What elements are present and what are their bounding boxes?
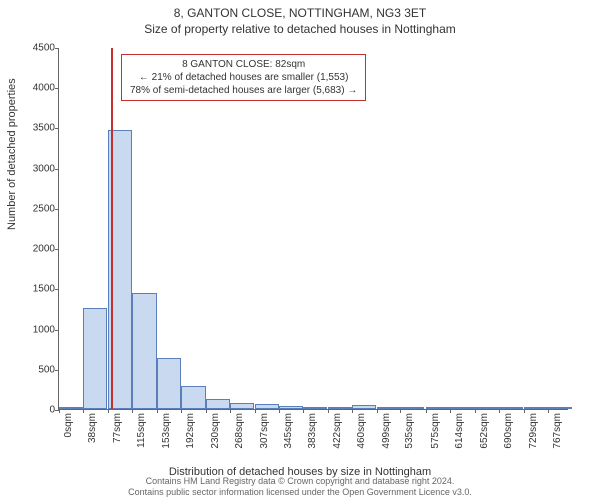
histogram-bar — [230, 403, 254, 409]
histogram-bar — [377, 407, 401, 409]
histogram-bar — [400, 407, 424, 409]
x-tick-mark — [108, 409, 109, 413]
histogram-bar — [352, 405, 376, 409]
histogram-bar — [548, 407, 572, 409]
x-tick-label: 614sqm — [454, 413, 465, 449]
x-tick-mark — [426, 409, 427, 413]
x-tick-label: 575sqm — [430, 413, 441, 449]
histogram-bar — [328, 407, 352, 409]
x-tick-mark — [132, 409, 133, 413]
x-tick-label: 38sqm — [87, 413, 98, 443]
histogram-bar — [450, 407, 474, 409]
info-box: 8 GANTON CLOSE: 82sqm← 21% of detached h… — [121, 54, 366, 101]
info-box-line: ← 21% of detached houses are smaller (1,… — [130, 71, 357, 84]
x-tick-mark — [181, 409, 182, 413]
x-tick-label: 268sqm — [234, 413, 245, 449]
x-tick-mark — [279, 409, 280, 413]
x-tick-label: 422sqm — [332, 413, 343, 449]
histogram-bar — [59, 407, 83, 409]
y-tick-mark — [55, 209, 59, 210]
property-marker-line — [111, 48, 113, 409]
x-tick-label: 690sqm — [503, 413, 514, 449]
x-tick-label: 192sqm — [185, 413, 196, 449]
x-tick-mark — [206, 409, 207, 413]
x-tick-mark — [499, 409, 500, 413]
x-tick-label: 307sqm — [259, 413, 270, 449]
histogram-bar — [524, 407, 548, 409]
histogram-bar — [475, 407, 499, 409]
x-tick-mark — [59, 409, 60, 413]
histogram-bar — [206, 399, 230, 409]
x-tick-mark — [303, 409, 304, 413]
histogram-bar — [303, 407, 327, 409]
x-tick-label: 460sqm — [356, 413, 367, 449]
x-tick-label: 345sqm — [283, 413, 294, 449]
y-tick-mark — [55, 48, 59, 49]
x-tick-label: 767sqm — [552, 413, 563, 449]
x-tick-label: 115sqm — [136, 413, 147, 448]
info-box-line: 8 GANTON CLOSE: 82sqm — [130, 58, 357, 71]
x-tick-mark — [328, 409, 329, 413]
x-tick-mark — [83, 409, 84, 413]
x-tick-mark — [352, 409, 353, 413]
x-tick-mark — [255, 409, 256, 413]
x-tick-mark — [548, 409, 549, 413]
histogram-bar — [255, 404, 279, 409]
title-block: 8, GANTON CLOSE, NOTTINGHAM, NG3 3ET Siz… — [0, 0, 600, 36]
footer-line-1: Contains HM Land Registry data © Crown c… — [0, 476, 600, 487]
histogram-bar — [279, 406, 303, 409]
y-tick-mark — [55, 330, 59, 331]
y-tick-mark — [55, 370, 59, 371]
x-tick-label: 153sqm — [161, 413, 172, 449]
plot-area: 0500100015002000250030003500400045000sqm… — [58, 48, 568, 410]
info-box-line: 78% of semi-detached houses are larger (… — [130, 84, 357, 97]
x-tick-label: 499sqm — [381, 413, 392, 449]
x-tick-mark — [524, 409, 525, 413]
title-line-1: 8, GANTON CLOSE, NOTTINGHAM, NG3 3ET — [0, 6, 600, 20]
chart-container: 8, GANTON CLOSE, NOTTINGHAM, NG3 3ET Siz… — [0, 0, 600, 500]
y-tick-mark — [55, 128, 59, 129]
histogram-bar — [83, 308, 107, 409]
x-tick-mark — [230, 409, 231, 413]
x-tick-mark — [400, 409, 401, 413]
histogram-bar — [132, 293, 156, 409]
x-tick-label: 729sqm — [528, 413, 539, 449]
footer-line-2: Contains public sector information licen… — [0, 487, 600, 498]
x-tick-mark — [450, 409, 451, 413]
y-tick-mark — [55, 88, 59, 89]
x-tick-mark — [157, 409, 158, 413]
y-axis-label: Number of detached properties — [6, 78, 18, 230]
x-tick-label: 652sqm — [479, 413, 490, 449]
histogram-bar — [426, 407, 450, 409]
title-line-2: Size of property relative to detached ho… — [0, 22, 600, 36]
histogram-bar — [499, 407, 523, 409]
footer: Contains HM Land Registry data © Crown c… — [0, 476, 600, 498]
histogram-bar — [181, 386, 205, 409]
x-tick-mark — [377, 409, 378, 413]
x-tick-label: 77sqm — [112, 413, 123, 443]
histogram-bar — [157, 358, 181, 409]
y-tick-mark — [55, 289, 59, 290]
x-tick-label: 230sqm — [210, 413, 221, 449]
x-tick-label: 0sqm — [63, 413, 74, 437]
x-tick-label: 383sqm — [307, 413, 318, 449]
y-tick-mark — [55, 169, 59, 170]
y-tick-mark — [55, 249, 59, 250]
x-tick-mark — [475, 409, 476, 413]
x-tick-label: 535sqm — [404, 413, 415, 449]
